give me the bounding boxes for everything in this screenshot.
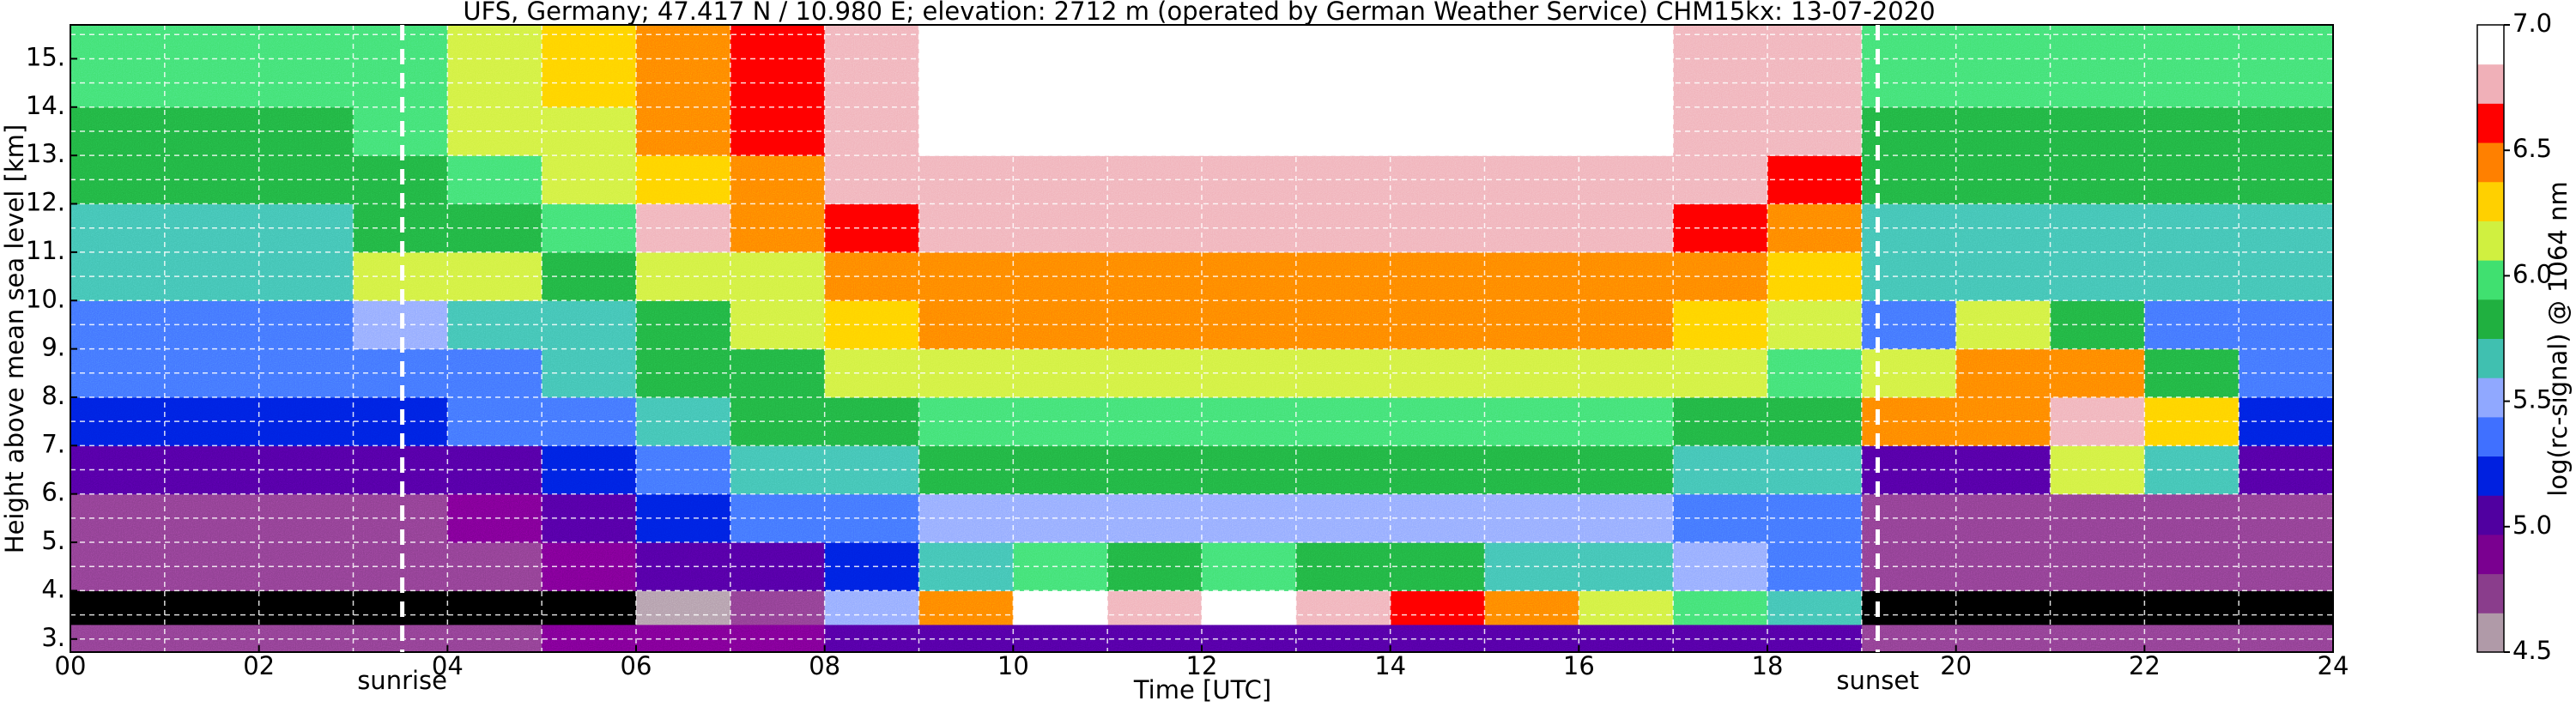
colorbar-segment xyxy=(2477,63,2504,104)
colorbar-segment xyxy=(2477,416,2504,457)
colorbar-tick-label: 7.0 xyxy=(2512,9,2552,38)
colorbar-segment xyxy=(2477,338,2504,378)
colorbar-segment xyxy=(2477,613,2504,653)
colorbar-segment xyxy=(2477,181,2504,221)
y-tick-label: 13. xyxy=(26,139,65,168)
colorbar-segment xyxy=(2477,534,2504,575)
annotation-label: sunrise xyxy=(357,666,447,695)
colorbar-tick-label: 6.0 xyxy=(2512,259,2552,288)
colorbar-frame xyxy=(2476,24,2505,653)
x-tick-label: 16 xyxy=(1563,651,1595,680)
colorbar-tick-label: 5.5 xyxy=(2512,385,2552,414)
annotation-label: sunset xyxy=(1836,666,1918,695)
x-axis-label: Time [UTC] xyxy=(1133,675,1271,704)
y-tick-label: 11. xyxy=(26,236,65,265)
y-tick-label: 14. xyxy=(26,91,65,120)
x-tick-label: 00 xyxy=(55,651,87,680)
x-tick-label: 20 xyxy=(1940,651,1972,680)
x-tick-label: 12 xyxy=(1186,651,1218,680)
colorbar-segment xyxy=(2477,260,2504,300)
colorbar-segment xyxy=(2477,299,2504,339)
y-tick-label: 3. xyxy=(41,623,65,652)
colorbar-segment xyxy=(2477,142,2504,183)
y-tick-label: 10. xyxy=(26,284,65,313)
x-tick-label: 22 xyxy=(2129,651,2161,680)
y-tick-label: 15. xyxy=(26,42,65,71)
colorbar-segment xyxy=(2477,103,2504,143)
x-tick-label: 06 xyxy=(621,651,652,680)
chart-title: UFS, Germany; 47.417 N / 10.980 E; eleva… xyxy=(463,0,1935,26)
colorbar-tick-label: 5.0 xyxy=(2512,511,2552,540)
x-tick-label: 14 xyxy=(1374,651,1406,680)
colorbar-tick-label: 6.5 xyxy=(2512,134,2552,163)
y-tick-label: 6. xyxy=(41,478,65,507)
x-tick-label: 18 xyxy=(1752,651,1784,680)
colorbar-segment xyxy=(2477,456,2504,496)
y-tick-label: 5. xyxy=(41,526,65,555)
x-tick-label: 08 xyxy=(809,651,840,680)
x-tick-label: 04 xyxy=(432,651,464,680)
y-tick-label: 8. xyxy=(41,381,65,410)
colorbar-segment xyxy=(2477,221,2504,261)
colorbar-segment xyxy=(2477,25,2504,65)
x-tick-label: 10 xyxy=(997,651,1029,680)
y-axis-label: Height above mean sea level [km] xyxy=(0,124,29,553)
colorbar-segment xyxy=(2477,495,2504,535)
x-tick-label: 24 xyxy=(2318,651,2349,680)
y-tick-label: 4. xyxy=(41,574,65,603)
colorbar-segment xyxy=(2477,378,2504,418)
colorbar-segment xyxy=(2477,573,2504,613)
colorbar-tick-label: 4.5 xyxy=(2512,636,2552,665)
colorbar-label: log(rc-signal) @ 1064 nm xyxy=(2543,181,2573,496)
y-tick-label: 7. xyxy=(41,429,65,458)
y-tick-label: 12. xyxy=(26,188,65,217)
y-tick-label: 9. xyxy=(41,333,65,362)
x-tick-label: 02 xyxy=(243,651,275,680)
